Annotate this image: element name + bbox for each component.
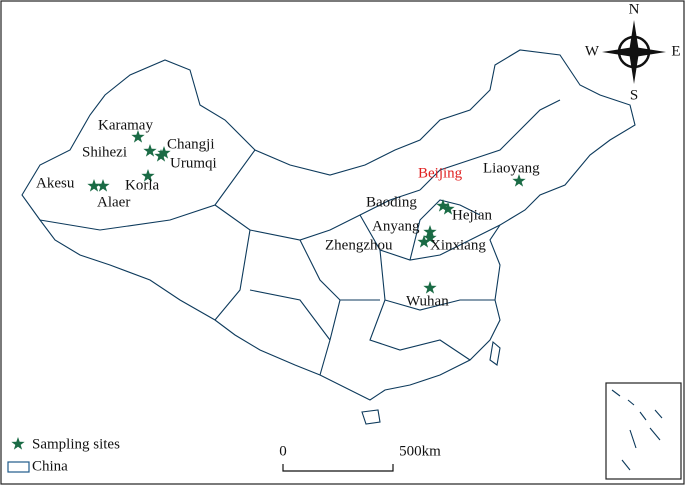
site-label: Karamay xyxy=(98,117,153,133)
compass: N S W E xyxy=(585,1,681,103)
legend-label: China xyxy=(32,458,68,474)
site-label: Zhengzhou xyxy=(325,237,393,253)
legend-label: Sampling sites xyxy=(32,436,120,452)
scale-bar: 0 500km xyxy=(279,443,441,472)
site-label: Akesu xyxy=(36,175,75,191)
capital-label: Beijing xyxy=(418,165,463,181)
scale-end: 500km xyxy=(399,443,441,459)
site-label: Changji xyxy=(167,136,215,152)
compass-e: E xyxy=(671,43,680,59)
site-label: Hejian xyxy=(452,207,492,223)
compass-s: S xyxy=(630,87,638,103)
site-label: Alaer xyxy=(97,194,130,210)
scale-start: 0 xyxy=(279,443,287,459)
site-label: Liaoyang xyxy=(483,160,540,176)
site-label: Urumqi xyxy=(170,155,217,171)
site-label: Xinxiang xyxy=(430,237,486,253)
compass-n: N xyxy=(629,1,640,17)
site-label: Anyang xyxy=(372,218,420,234)
legend: Sampling sites China xyxy=(7,436,120,474)
legend-swatch xyxy=(7,461,30,473)
site-label: Baoding xyxy=(366,194,417,210)
site-label: Korla xyxy=(125,177,159,193)
site-label: Wuhan xyxy=(406,293,449,309)
sites: Karamay Shihezi Changji Urumqi Korla Ake… xyxy=(36,117,540,309)
inset xyxy=(605,382,682,480)
china-outline xyxy=(21,49,636,425)
compass-w: W xyxy=(585,43,600,59)
site-label: Shihezi xyxy=(82,144,127,160)
